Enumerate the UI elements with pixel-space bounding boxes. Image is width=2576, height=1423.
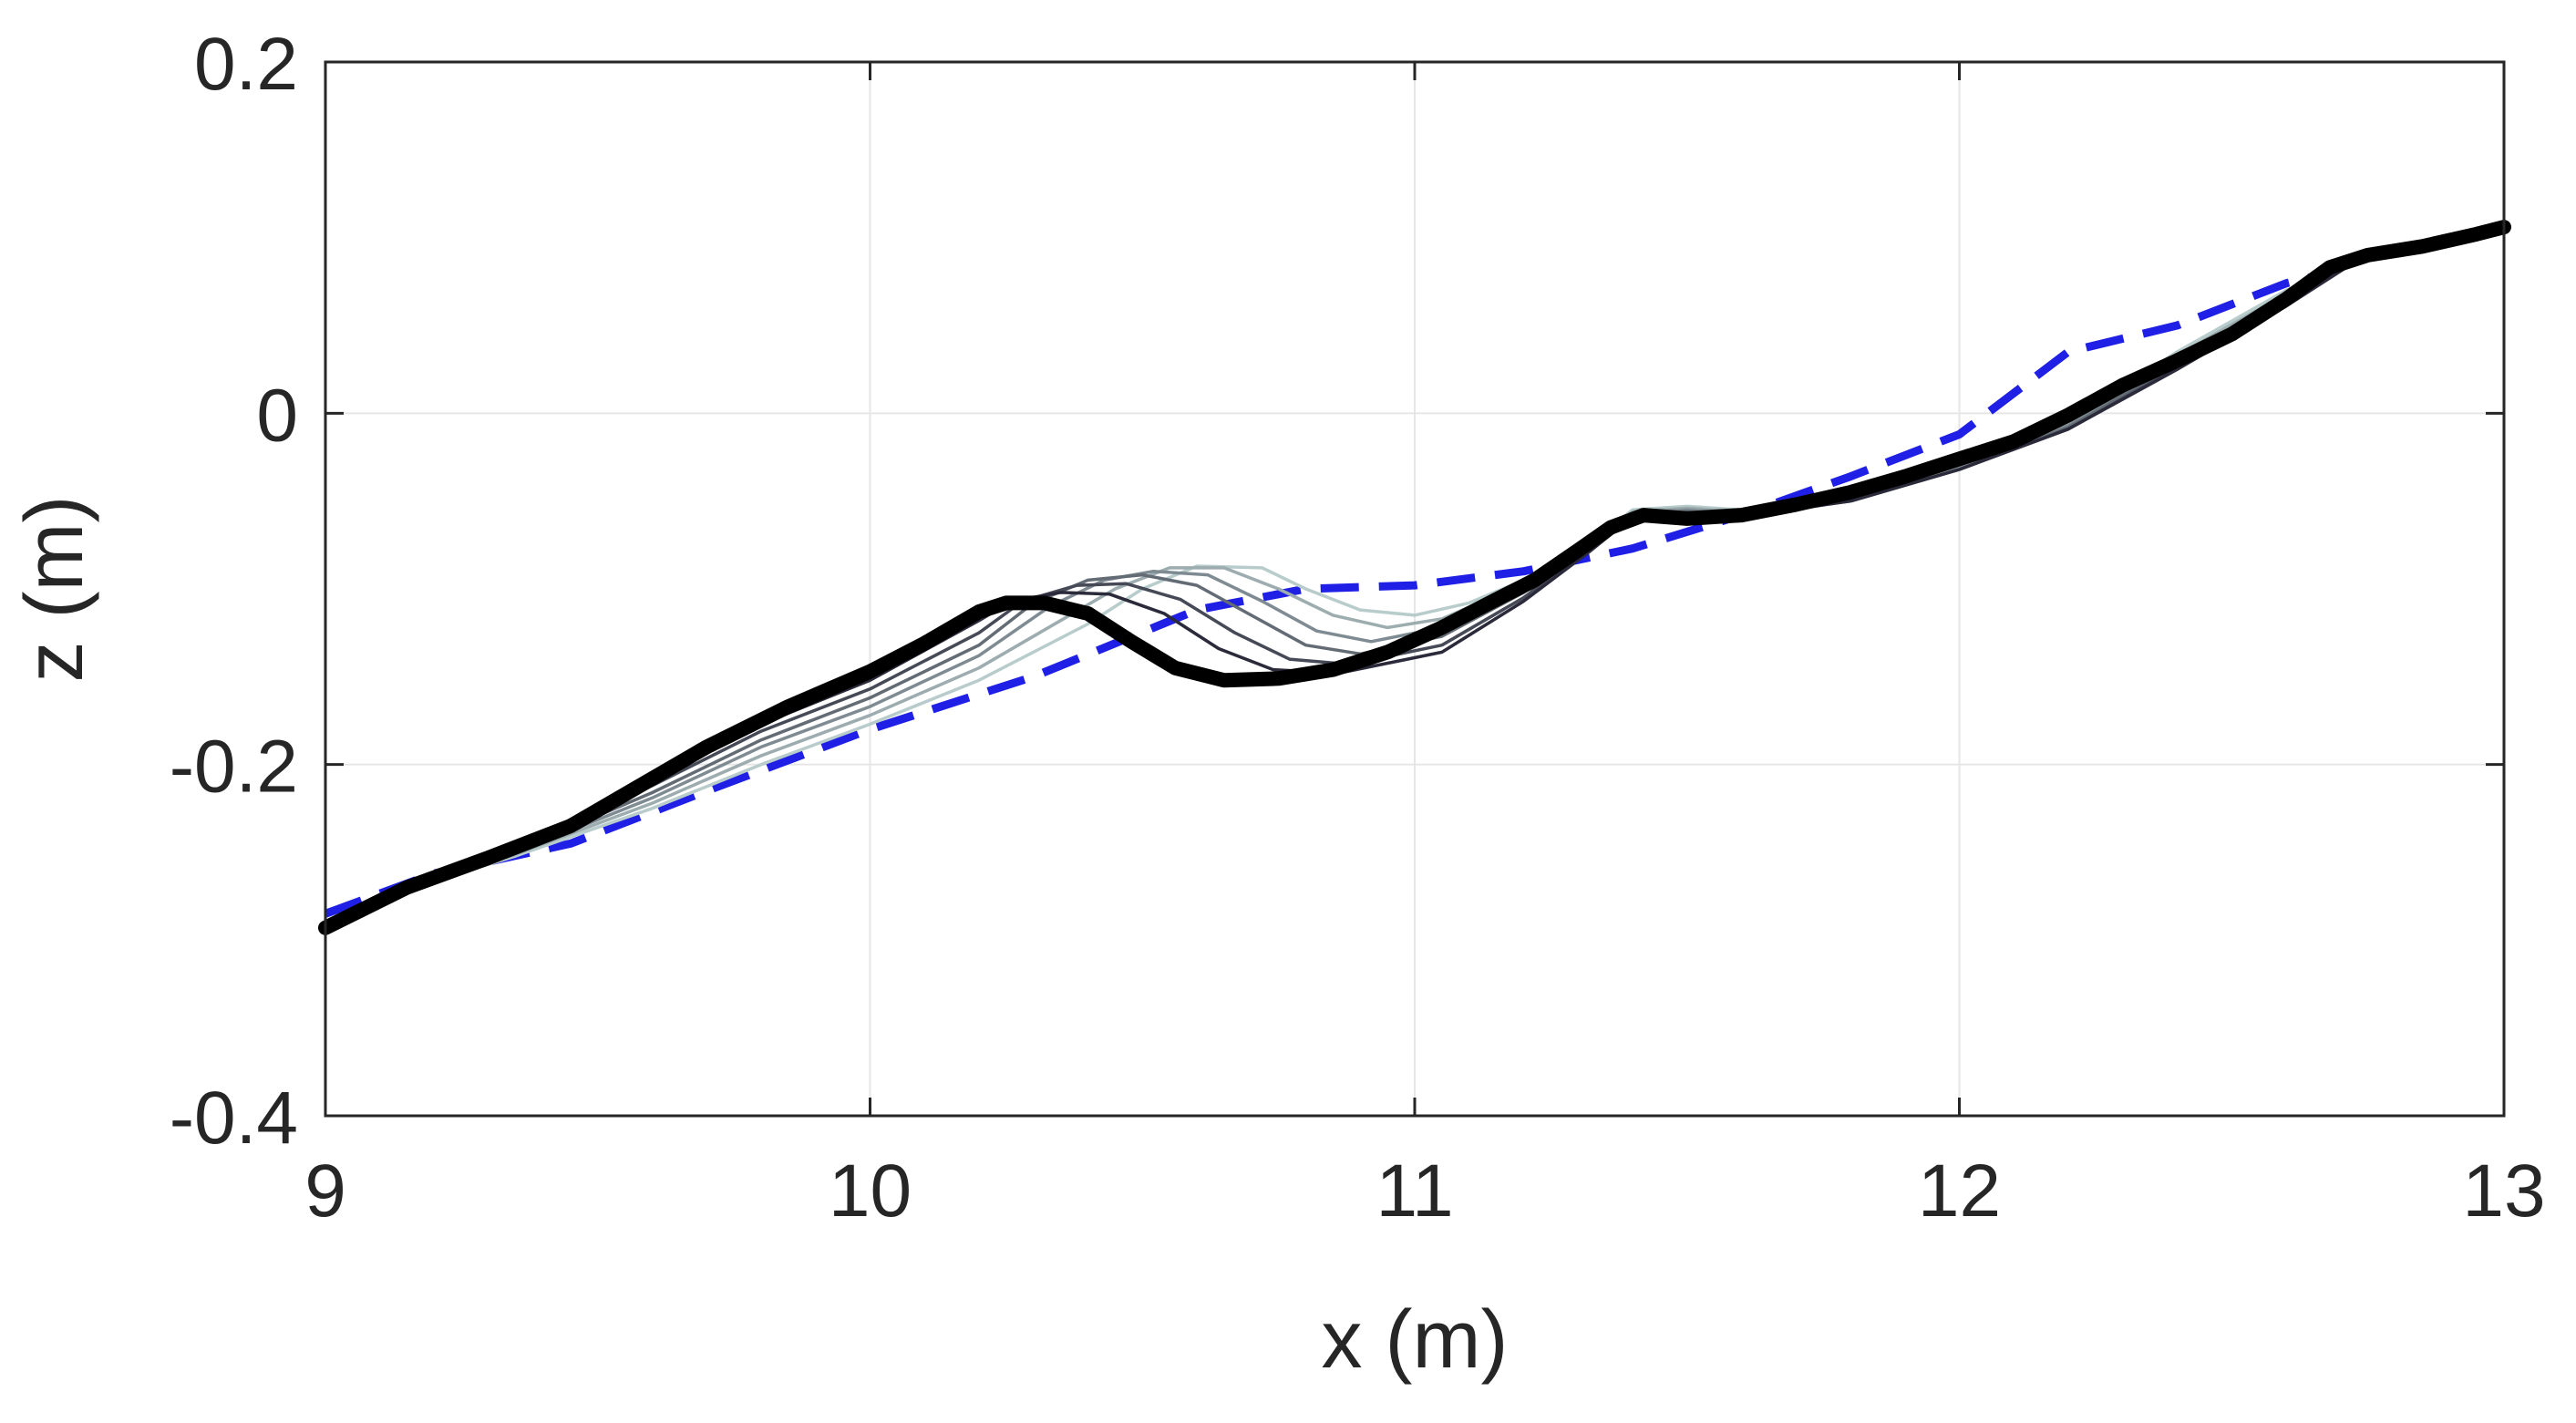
series-intermediate-profile-2 (324, 262, 2354, 924)
y-axis-label: z (m) (9, 496, 100, 683)
axis-ticks (324, 60, 2506, 1118)
y-tick-label-3: 0.2 (194, 23, 298, 106)
x-tick-label-4: 13 (2462, 1150, 2545, 1232)
x-tick-label-0: 9 (304, 1150, 346, 1232)
series-lines (318, 220, 2511, 935)
x-tick-label-2: 11 (1376, 1150, 1453, 1232)
y-tick-label-0: -0.4 (170, 1077, 298, 1160)
x-tick-label-1: 10 (829, 1150, 912, 1232)
y-tick-label-1: -0.2 (170, 726, 298, 809)
y-tick-label-2: 0 (256, 374, 298, 457)
x-axis-label: x (m) (1322, 1294, 1509, 1386)
x-tick-label-3: 12 (1918, 1150, 2001, 1232)
tick-labels: 9 10 11 12 13 -0.4 -0.2 0 0.2 (170, 23, 2546, 1232)
series-initial-profile (324, 268, 2331, 918)
plot-area (318, 220, 2511, 935)
series-final-profile (318, 220, 2511, 935)
